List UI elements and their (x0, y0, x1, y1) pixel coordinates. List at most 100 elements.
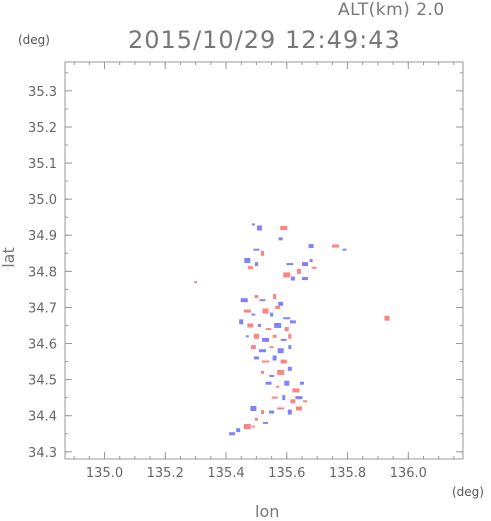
data-point (251, 425, 255, 428)
y-tick-label: 35.2 (28, 121, 57, 136)
data-point (250, 345, 256, 350)
x-axis-label: lon (255, 502, 280, 521)
data-point (277, 407, 285, 410)
data-point (256, 225, 262, 231)
data-point (250, 405, 257, 411)
data-point (299, 381, 304, 385)
x-tick-label: 135.0 (86, 466, 123, 481)
data-point (284, 380, 290, 386)
data-point (262, 360, 270, 363)
y-tick-label: 34.6 (28, 338, 57, 353)
y-tick-label: 34.7 (28, 301, 57, 316)
y-tick-label: 34.5 (28, 374, 57, 389)
data-point (258, 349, 266, 353)
data-point (272, 355, 277, 361)
data-point (280, 226, 288, 231)
data-point (251, 223, 255, 226)
data-point (295, 396, 303, 400)
y-unit-label: (deg) (18, 33, 50, 47)
data-point (278, 301, 284, 306)
data-point (194, 281, 198, 284)
data-point (288, 333, 292, 339)
data-point (265, 381, 272, 385)
altitude-label: ALT(km) 2.0 (338, 0, 445, 20)
data-point (260, 250, 264, 256)
data-point (260, 410, 264, 415)
data-point (245, 335, 249, 338)
data-point (253, 248, 260, 251)
data-point (254, 417, 258, 421)
data-point (260, 370, 264, 374)
data-point (295, 406, 302, 411)
data-point (296, 268, 301, 274)
y-tick-label: 35.1 (28, 157, 57, 172)
data-point (287, 409, 292, 415)
data-point (269, 374, 275, 377)
data-point (287, 366, 292, 371)
data-point (251, 313, 256, 316)
data-point (286, 263, 294, 266)
data-point (278, 237, 283, 241)
y-tick-label: 35.3 (28, 85, 57, 100)
data-point (277, 369, 285, 375)
data-point (384, 315, 390, 321)
data-point (266, 328, 272, 331)
x-tick-label: 135.4 (207, 466, 244, 481)
data-point (253, 333, 259, 339)
data-point (280, 338, 287, 341)
data-point (269, 346, 274, 349)
data-point (240, 298, 248, 303)
data-point (262, 308, 269, 314)
plot-frame (64, 61, 464, 460)
data-point (283, 272, 291, 278)
data-point (271, 396, 278, 399)
data-point (276, 385, 280, 388)
y-tick-label: 34.9 (28, 229, 57, 244)
data-point (303, 400, 308, 403)
data-point (243, 424, 251, 430)
data-point (290, 276, 295, 281)
data-point (282, 395, 286, 401)
y-tick-label: 34.3 (28, 446, 57, 461)
data-point (284, 327, 289, 332)
data-point (272, 334, 277, 338)
data-point (308, 244, 314, 249)
data-point (311, 266, 317, 269)
data-point (292, 388, 300, 393)
data-point (247, 323, 254, 328)
data-point (239, 319, 244, 325)
data-point (247, 266, 253, 270)
data-point (331, 244, 339, 248)
data-point (290, 399, 296, 404)
data-point (309, 259, 313, 262)
data-point (275, 305, 281, 309)
data-point (289, 320, 296, 324)
y-tick-label: 34.8 (28, 265, 57, 280)
data-point (273, 294, 277, 300)
data-point (269, 410, 275, 414)
data-point (259, 299, 266, 302)
data-point (302, 277, 309, 281)
data-point (342, 248, 347, 251)
data-point (277, 348, 284, 354)
data-point (244, 258, 251, 263)
data-point (262, 337, 270, 342)
y-tick-label: 34.4 (28, 410, 57, 425)
y-tick-label: 35.0 (28, 193, 57, 208)
data-point (288, 345, 292, 350)
data-point (254, 295, 259, 299)
data-point (253, 356, 259, 360)
x-tick-label: 135.2 (147, 466, 184, 481)
data-point (257, 323, 261, 327)
data-point (270, 312, 274, 317)
data-point (243, 309, 251, 313)
data-point (263, 421, 269, 424)
data-point (274, 322, 282, 328)
data-point (302, 262, 309, 267)
x-tick-label: 135.8 (329, 466, 366, 481)
data-point (280, 359, 287, 364)
data-point (236, 428, 241, 433)
timestamp-label: 2015/10/29 12:49:43 (128, 26, 401, 54)
data-point (283, 317, 291, 320)
